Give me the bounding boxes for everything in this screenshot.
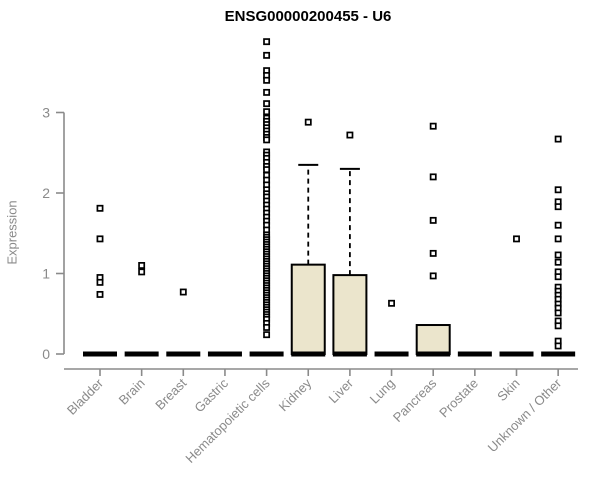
x-tick-label: Prostate — [436, 376, 481, 421]
outlier-point — [263, 88, 271, 96]
x-tick-label: Breast — [152, 375, 189, 412]
y-tick-label: 3 — [42, 105, 50, 121]
outlier-point — [346, 131, 354, 139]
y-tick-label: 1 — [42, 266, 50, 282]
x-tick-label: Skin — [494, 376, 522, 404]
median-bar — [207, 351, 242, 357]
outlier-point — [429, 173, 437, 181]
outlier-point — [263, 38, 271, 46]
outlier-point — [554, 322, 562, 330]
outlier-point — [263, 166, 271, 174]
outlier-point — [554, 273, 562, 281]
outlier-point — [263, 323, 271, 331]
outlier-point — [263, 100, 271, 108]
x-tick-label: Pancreas — [390, 375, 440, 425]
median-bar — [166, 351, 201, 357]
outlier-point — [304, 118, 312, 126]
median-bar — [541, 351, 576, 357]
outlier-point — [554, 342, 562, 350]
median-bar — [457, 351, 492, 357]
outlier-point — [263, 51, 271, 59]
outlier-point — [429, 249, 437, 257]
x-tick-label: Bladder — [64, 375, 107, 418]
x-tick-label: Kidney — [276, 375, 315, 414]
outlier-point — [96, 290, 104, 298]
outlier-point — [96, 278, 104, 286]
outlier-point — [429, 272, 437, 280]
median-bar — [416, 351, 451, 357]
median-bar — [332, 351, 367, 357]
median-bar — [83, 351, 117, 357]
outlier-point — [513, 235, 520, 243]
y-tick-label: 2 — [42, 185, 50, 201]
outlier-point — [263, 76, 271, 84]
outlier-point — [554, 186, 562, 194]
outlier-point — [554, 251, 562, 259]
box — [332, 274, 368, 355]
outlier-point — [263, 136, 271, 144]
outlier-point — [138, 268, 146, 276]
outlier-point — [554, 258, 562, 266]
outlier-point — [179, 288, 187, 296]
outlier-point — [554, 221, 562, 229]
outlier-point — [554, 309, 562, 317]
median-bar — [124, 351, 159, 357]
outlier-point — [263, 108, 271, 116]
outlier-point — [429, 216, 437, 224]
y-axis-title: Expression — [4, 200, 20, 265]
chart-title: ENSG00000200455 - U6 — [224, 8, 392, 25]
outlier-point — [96, 235, 104, 243]
x-tick-label: Gastric — [191, 375, 231, 415]
median-bar — [291, 351, 326, 357]
x-tick-label: Lung — [367, 376, 398, 407]
outlier-point — [96, 204, 104, 212]
outlier-point — [263, 331, 271, 339]
x-tick-label: Liver — [325, 375, 356, 406]
median-bar — [499, 351, 534, 357]
outlier-point — [554, 135, 562, 143]
y-tick-label: 0 — [42, 346, 50, 362]
outlier-point — [388, 299, 396, 307]
x-tick-label: Unknown / Other — [485, 375, 565, 455]
outlier-point — [554, 203, 562, 211]
outlier-point — [554, 235, 562, 243]
x-tick-label: Brain — [116, 376, 148, 408]
median-bar — [374, 351, 409, 357]
median-bar — [249, 351, 284, 357]
box — [415, 324, 451, 355]
box — [290, 263, 326, 355]
outlier-point — [429, 122, 437, 130]
outlier-point — [138, 262, 146, 269]
